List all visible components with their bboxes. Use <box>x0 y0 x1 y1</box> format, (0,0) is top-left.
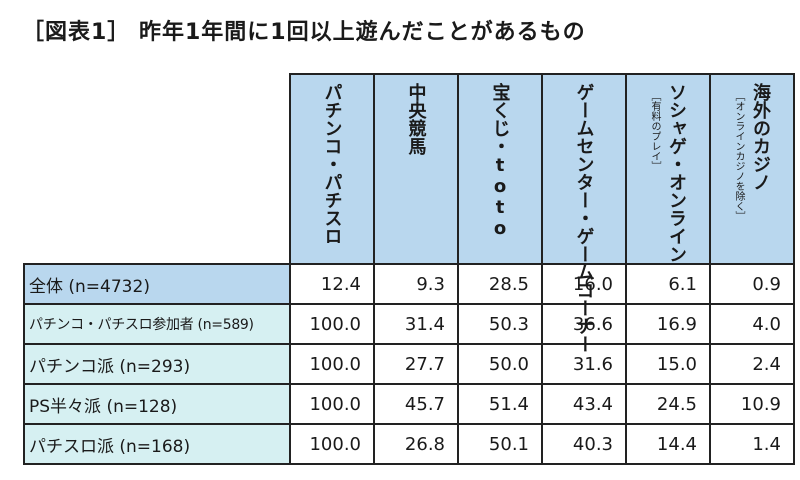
row-header: パチンコ派 (n=293) <box>23 343 291 385</box>
row-header: 全体 (n=4732) <box>23 263 291 305</box>
table-cell: 15.0 <box>625 343 711 385</box>
table-cell: 16.0 <box>541 263 627 305</box>
column-header-label: ソシャゲ・オンライン <box>666 83 687 263</box>
table-cell: 10.9 <box>709 383 795 425</box>
column-header-lottery: 宝くじ・toto <box>457 73 543 265</box>
table-cell: 31.6 <box>541 343 627 385</box>
table-cell: 51.4 <box>457 383 543 425</box>
table-cell: 14.4 <box>625 423 711 465</box>
header-row: パチンコ・パチスロ 中央競馬 宝くじ・toto ゲームセンター・ゲームコーナー … <box>24 73 795 353</box>
column-header-game-center: ゲームセンター・ゲームコーナー <box>541 73 627 353</box>
page-title: ［図表1］ 昨年1年間に1回以上遊んだことがあるもの <box>22 20 586 45</box>
row-header: PS半々派 (n=128) <box>23 383 291 425</box>
table-row: パチンコ・パチスロ参加者 (n=589) 100.0 31.4 50.3 36.… <box>23 303 795 345</box>
table-cell: 9.3 <box>373 263 459 305</box>
table-cell: 50.1 <box>457 423 543 465</box>
table-cell: 0.9 <box>709 263 795 305</box>
table-cell: 24.5 <box>625 383 711 425</box>
column-header-label: 海外のカジノ <box>750 83 771 191</box>
column-header-social-games: ソシャゲ・オンライン ［有料のプレイ］ <box>625 73 711 265</box>
table-cell: 36.6 <box>541 303 627 345</box>
table-cell: 26.8 <box>373 423 459 465</box>
table-cell: 100.0 <box>289 343 375 385</box>
column-header-note: ［有料のプレイ］ <box>649 91 660 171</box>
column-header-note: ［オンラインカジノを除く］ <box>733 91 744 221</box>
column-header-overseas-casino: 海外のカジノ ［オンラインカジノを除く］ <box>709 73 795 265</box>
table-row: 全体 (n=4732) 12.4 9.3 28.5 16.0 6.1 0.9 <box>23 263 795 305</box>
column-header-label: ゲームセンター・ゲームコーナー <box>573 83 595 353</box>
row-header: パチンコ・パチスロ参加者 (n=589) <box>23 303 291 345</box>
table-row: パチンコ派 (n=293) 100.0 27.7 50.0 31.6 15.0 … <box>23 343 795 385</box>
table-cell: 43.4 <box>541 383 627 425</box>
column-header-label: 宝くじ・toto <box>489 83 511 239</box>
table-cell: 100.0 <box>289 423 375 465</box>
table-cell: 28.5 <box>457 263 543 305</box>
column-header-label: パチンコ・パチスロ <box>321 83 343 245</box>
column-header-pachinko: パチンコ・パチスロ <box>289 73 375 265</box>
table-cell: 2.4 <box>709 343 795 385</box>
corner-cell <box>24 74 291 265</box>
table-cell: 50.0 <box>457 343 543 385</box>
table-cell: 16.9 <box>625 303 711 345</box>
table-cell: 6.1 <box>625 263 711 305</box>
table-cell: 12.4 <box>289 263 375 305</box>
table-cell: 4.0 <box>709 303 795 345</box>
data-table: パチンコ・パチスロ 中央競馬 宝くじ・toto ゲームセンター・ゲームコーナー … <box>23 73 795 465</box>
column-header-label: 中央競馬 <box>405 83 427 155</box>
table-cell: 100.0 <box>289 303 375 345</box>
table-cell: 100.0 <box>289 383 375 425</box>
table-cell: 1.4 <box>709 423 795 465</box>
table-cell: 50.3 <box>457 303 543 345</box>
table-cell: 45.7 <box>373 383 459 425</box>
table-cell: 27.7 <box>373 343 459 385</box>
row-header: パチスロ派 (n=168) <box>23 423 291 465</box>
table-row: PS半々派 (n=128) 100.0 45.7 51.4 43.4 24.5 … <box>23 383 795 425</box>
table-cell: 31.4 <box>373 303 459 345</box>
column-header-horse-racing: 中央競馬 <box>373 73 459 265</box>
table-cell: 40.3 <box>541 423 627 465</box>
data-table-container: パチンコ・パチスロ 中央競馬 宝くじ・toto ゲームセンター・ゲームコーナー … <box>23 73 795 465</box>
table-row: パチスロ派 (n=168) 100.0 26.8 50.1 40.3 14.4 … <box>23 423 795 465</box>
